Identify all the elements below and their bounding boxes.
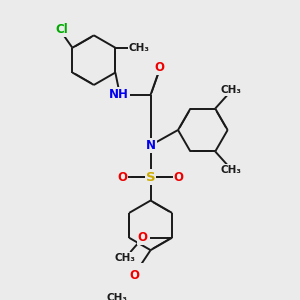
Text: Cl: Cl — [55, 23, 68, 37]
Text: CH₃: CH₃ — [129, 43, 150, 53]
Text: O: O — [138, 231, 148, 244]
Text: N: N — [146, 139, 156, 152]
Text: CH₃: CH₃ — [220, 165, 242, 175]
Text: O: O — [129, 269, 140, 282]
Text: CH₃: CH₃ — [107, 293, 128, 300]
Text: CH₃: CH₃ — [114, 253, 135, 263]
Text: NH: NH — [109, 88, 129, 101]
Text: CH₃: CH₃ — [220, 85, 242, 95]
Text: O: O — [117, 170, 128, 184]
Text: O: O — [155, 61, 165, 74]
Text: S: S — [146, 170, 155, 184]
Text: O: O — [174, 170, 184, 184]
